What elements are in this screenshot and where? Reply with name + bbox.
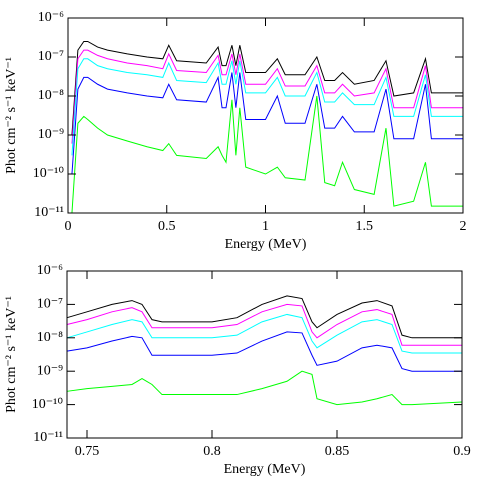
x-axis-label: Energy (MeV) bbox=[224, 462, 306, 477]
x-tick-label: 1.5 bbox=[356, 219, 374, 234]
y-tick-label: 10⁻⁶ bbox=[38, 10, 64, 25]
x-tick-label: 0.75 bbox=[75, 444, 100, 459]
plot-frame bbox=[66, 270, 463, 439]
x-tick-label: 0.9 bbox=[453, 444, 471, 459]
spectrum-line bbox=[71, 95, 463, 214]
spectrum-line bbox=[66, 303, 462, 346]
y-tick-label: 10⁻⁷ bbox=[37, 297, 63, 312]
y-tick-label: 10⁻¹⁰ bbox=[33, 166, 65, 181]
x-tick-label: 0.85 bbox=[325, 444, 350, 459]
y-tick-label: 10⁻⁹ bbox=[37, 363, 63, 378]
x-tick-label: 1 bbox=[262, 219, 269, 234]
y-tick-label: 10⁻¹⁰ bbox=[32, 397, 64, 412]
spectrum-line bbox=[71, 49, 463, 144]
y-tick-label: 10⁻⁹ bbox=[38, 127, 64, 142]
x-tick-label: 0 bbox=[65, 219, 72, 234]
spectrum-line bbox=[66, 370, 463, 406]
y-tick-label: 10⁻⁸ bbox=[37, 330, 63, 345]
y-tick-label: 10⁻⁶ bbox=[37, 263, 63, 278]
spectrum-line bbox=[71, 40, 463, 136]
y-tick-label: 10⁻⁸ bbox=[38, 88, 64, 103]
spectrum-line bbox=[66, 331, 462, 372]
x-tick-label: 0.5 bbox=[158, 219, 176, 234]
spectrum-line bbox=[66, 313, 462, 354]
spectrum-line bbox=[71, 72, 463, 175]
x-axis-label: Energy (MeV) bbox=[225, 237, 307, 252]
plot-frame bbox=[67, 17, 464, 214]
y-axis-label: Phot cm⁻² s⁻¹ keV⁻¹ bbox=[4, 57, 19, 174]
y-tick-label: 10⁻⁷ bbox=[38, 49, 64, 64]
y-tick-label: 10⁻¹¹ bbox=[33, 430, 63, 445]
spectrum-line bbox=[71, 58, 463, 156]
x-tick-label: 0.8 bbox=[203, 444, 221, 459]
spectrum-line bbox=[66, 295, 462, 339]
y-tick-label: 10⁻¹¹ bbox=[34, 205, 64, 220]
y-axis-label: Phot cm⁻² s⁻¹ keV⁻¹ bbox=[4, 296, 19, 413]
x-tick-label: 2 bbox=[460, 219, 467, 234]
